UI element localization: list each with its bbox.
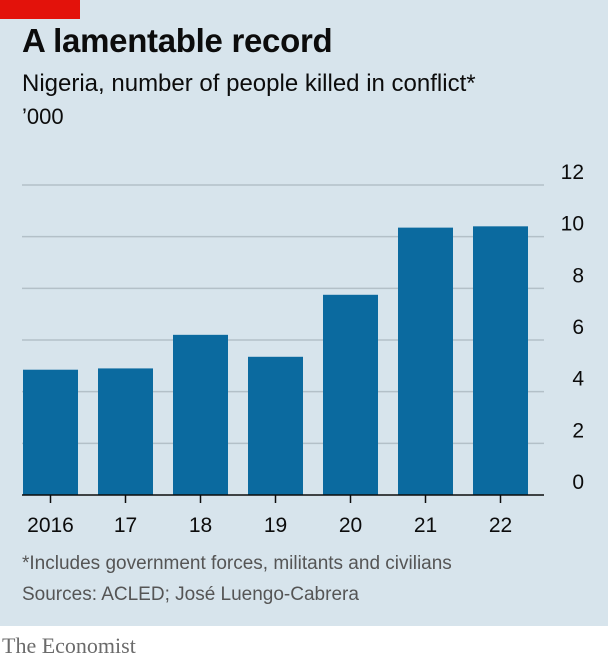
economist-logo: The Economist [2, 633, 136, 658]
y-tick-label: 6 [572, 316, 584, 339]
x-tick-label: 18 [189, 514, 212, 537]
y-tick-label: 10 [561, 213, 584, 236]
footnote: *Includes government forces, militants a… [22, 553, 452, 574]
y-tick-label: 4 [572, 368, 584, 391]
brand-red-tag [0, 0, 80, 19]
x-tick-label: 19 [264, 514, 287, 537]
bar-20 [323, 294, 378, 495]
bar-17 [98, 368, 153, 495]
bars [23, 226, 528, 496]
bar-19 [248, 356, 303, 495]
x-tick-label: 22 [489, 514, 512, 537]
y-tick-label: 12 [561, 161, 584, 184]
y-tick-label: 2 [572, 419, 584, 442]
y-tick-label: 0 [572, 471, 584, 494]
y-tick-label: 8 [572, 264, 584, 287]
chart-title: A lamentable record [22, 22, 333, 59]
bar-2016 [23, 369, 78, 495]
bar-18 [173, 334, 228, 495]
x-tick-label: 21 [414, 514, 437, 537]
bar-21 [398, 227, 453, 495]
axes: 0 2 4 6 8 10 12 2016 17 18 19 20 21 22 [22, 161, 584, 537]
x-tick-label: 2016 [27, 514, 74, 537]
source-note: Sources: ACLED; José Luengo-Cabrera [22, 584, 359, 605]
x-tick-label: 20 [339, 514, 362, 537]
x-tick-label: 17 [114, 514, 137, 537]
chart-subtitle: Nigeria, number of people killed in conf… [22, 70, 476, 97]
unit-label: ’000 [22, 104, 64, 129]
bar-chart: 0 2 4 6 8 10 12 2016 17 18 19 20 21 22 [22, 161, 584, 537]
bar-22 [473, 226, 528, 496]
